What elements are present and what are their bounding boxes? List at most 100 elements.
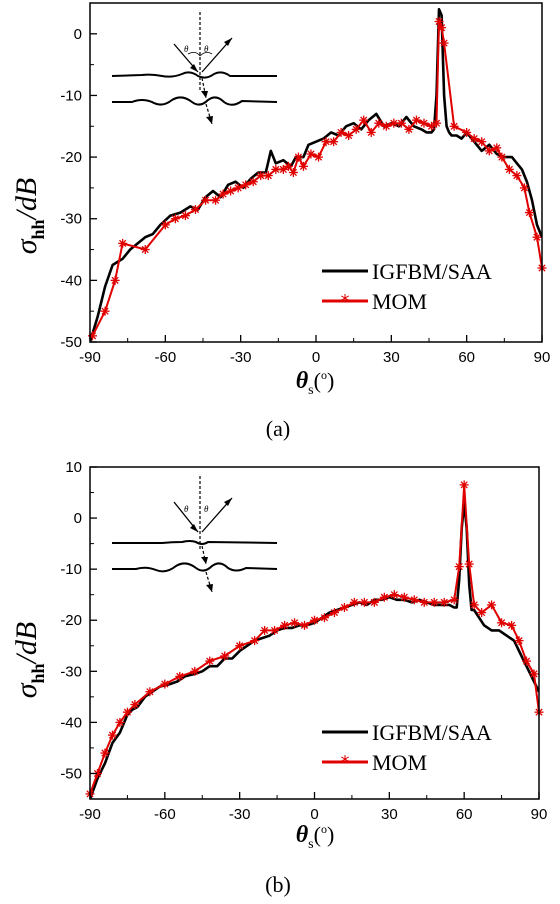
svg-text:θs(o): θs(o) (296, 822, 335, 852)
data-point-mom-a (314, 152, 324, 162)
data-point-mom-b (115, 717, 125, 727)
data-point-mom-b (464, 559, 474, 569)
data-point-mom-b (290, 618, 300, 628)
data-point-mom-a (293, 152, 303, 162)
data-point-mom-a (434, 16, 444, 26)
data-point-mom-a (160, 220, 170, 230)
data-point-mom-b (310, 615, 319, 625)
data-point-mom-a (241, 180, 251, 190)
data-point-mom-b (250, 636, 260, 646)
data-point-mom-b (529, 669, 539, 679)
y-tick-label-a-3: -20 (60, 149, 82, 166)
data-point-mom-a (336, 127, 346, 137)
data-point-mom-a (288, 168, 298, 177)
data-point-mom-a (211, 195, 221, 205)
data-point-mom-a (271, 164, 281, 174)
data-point-mom-b (260, 625, 270, 635)
data-point-mom-b (507, 620, 517, 630)
data-point-mom-b (270, 625, 280, 635)
legend-label-mom-b: MOM (372, 750, 427, 775)
data-point-mom-b (319, 613, 329, 623)
data-point-mom-a (411, 115, 421, 125)
data-point-mom-b (235, 641, 245, 651)
data-point-mom-a (329, 137, 339, 147)
y-tick-label-b-5: 0 (74, 510, 82, 527)
x-tick-label-a-6: 90 (534, 349, 551, 366)
y-axis-title-b: σhh/dB (10, 622, 48, 699)
data-point-mom-b (339, 602, 349, 612)
data-point-mom-a (218, 189, 228, 199)
data-point-mom-a (233, 183, 243, 193)
legend-marker-mom-b: * (341, 752, 350, 773)
x-tick-label-b-3: 0 (310, 806, 318, 823)
data-point-mom-a (484, 146, 494, 156)
data-point-mom-b (107, 730, 117, 740)
data-point-mom-b (419, 597, 429, 607)
data-point-mom-a (263, 171, 273, 181)
svg-text:θ: θ (184, 504, 189, 514)
data-point-mom-a (462, 127, 472, 137)
y-tick-label-b-6: 10 (65, 459, 82, 476)
data-point-mom-a (118, 238, 128, 248)
data-point-mom-a (110, 275, 120, 285)
data-point-mom-b (449, 595, 459, 605)
x-tick-label-b-0: -90 (79, 806, 101, 823)
svg-text:θ: θ (204, 504, 209, 514)
x-tick-label-a-4: 30 (383, 349, 400, 366)
data-point-mom-b (122, 707, 132, 717)
data-point-mom-a (396, 118, 406, 128)
data-point-mom-b (160, 679, 170, 689)
data-point-mom-b (439, 597, 449, 607)
data-point-mom-b (349, 597, 359, 607)
data-point-mom-b (359, 597, 369, 607)
inset-diagram-a: θ θ (111, 12, 278, 125)
data-point-mom-a (419, 118, 429, 128)
x-tick-label-b-6: 90 (531, 806, 548, 823)
data-point-mom-a (404, 124, 414, 134)
y-tick-label-b-1: -40 (60, 714, 82, 731)
chart-panel-b: θ θ -90 -60 -30 0 30 60 90 -50 -40 -30 -20 -10 0 10 I… (10, 459, 547, 897)
data-point-mom-a (278, 164, 288, 174)
data-point-mom-b (205, 656, 215, 666)
series-line-mom-b (90, 483, 539, 795)
data-point-mom-a (321, 137, 331, 147)
svg-text:σhh/dB: σhh/dB (10, 178, 48, 255)
data-point-mom-a (256, 171, 266, 181)
data-point-mom-a (344, 131, 354, 141)
data-point-mom-a (524, 208, 534, 218)
data-point-mom-b (300, 620, 310, 630)
x-tick-label-b-5: 60 (456, 806, 473, 823)
y-tick-label-a-5: 0 (74, 26, 82, 43)
data-point-mom-a (374, 118, 384, 128)
x-tick-label-a-0: -90 (79, 349, 101, 366)
y-tick-label-b-3: -20 (60, 612, 82, 629)
data-point-mom-a (437, 23, 447, 33)
legend-label-igfbm-a: IGFBM/SAA (372, 259, 492, 284)
data-point-mom-a (439, 38, 449, 48)
svg-text:θ: θ (184, 44, 189, 54)
legend-a: IGFBM/SAA * MOM (322, 259, 492, 314)
data-point-mom-a (492, 143, 502, 153)
data-point-mom-a (469, 134, 479, 144)
plot-frame-a (89, 2, 543, 343)
data-point-mom-b (145, 687, 155, 697)
data-point-mom-b (280, 620, 290, 630)
data-point-mom-a (432, 118, 442, 128)
series-line-mom-a (91, 20, 542, 337)
y-tick-label-b-2: -30 (60, 663, 82, 680)
data-point-mom-b (369, 597, 379, 607)
legend-label-igfbm-b: IGFBM/SAA (372, 720, 492, 745)
data-point-mom-a (201, 195, 211, 205)
data-point-mom-a (389, 118, 399, 128)
y-tick-label-a-0: -50 (60, 334, 82, 351)
data-point-mom-b (190, 666, 200, 676)
data-point-mom-a (190, 204, 200, 214)
data-point-mom-a (170, 214, 180, 224)
x-tick-label-a-2: -30 (230, 349, 252, 366)
series-line-igfbm-saa-b (90, 501, 539, 800)
legend-label-mom-a: MOM (372, 289, 427, 314)
caption-a: (a) (266, 416, 290, 441)
data-point-mom-b (487, 600, 497, 610)
data-point-mom-a (477, 137, 487, 147)
